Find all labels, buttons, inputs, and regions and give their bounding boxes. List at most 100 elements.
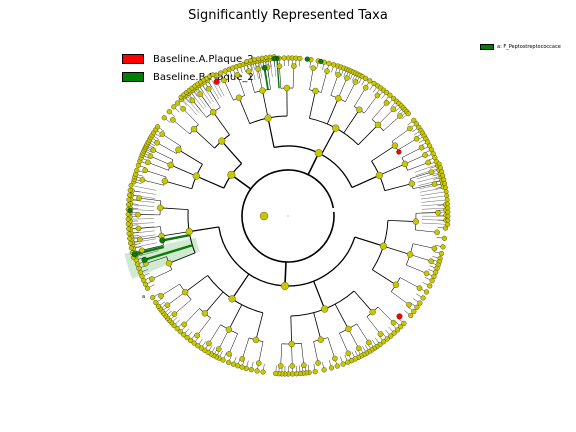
cladogram-branch xyxy=(139,235,162,240)
cladogram-node xyxy=(423,270,430,277)
cladogram-branch xyxy=(320,127,337,155)
cladogram-node xyxy=(344,75,350,81)
cladogram-branch xyxy=(276,58,280,89)
cladogram-branch xyxy=(420,195,447,200)
cladogram-node xyxy=(259,211,269,221)
cladogram-node xyxy=(433,269,439,275)
cladogram-node xyxy=(139,177,146,183)
cladogram-node xyxy=(142,167,148,174)
cladogram-branch xyxy=(406,264,427,274)
clade-label-a: a xyxy=(142,294,145,300)
cladogram-node xyxy=(239,356,246,362)
cladogram-node xyxy=(374,121,382,129)
cladogram-branch xyxy=(366,316,381,335)
cladogram-node xyxy=(210,108,217,116)
cladogram-node xyxy=(198,345,204,351)
cladogram-node xyxy=(181,321,188,328)
cladogram-branch xyxy=(178,149,203,165)
cladogram-node xyxy=(239,364,245,370)
cladogram-node xyxy=(345,359,351,365)
side-legend-label: a: F_Peptostreptococcace xyxy=(497,44,561,50)
cladogram-branch xyxy=(410,171,432,179)
cladogram-branch xyxy=(151,269,172,280)
cladogram-node xyxy=(145,159,151,166)
cladogram-node xyxy=(137,236,143,243)
cladogram-branch xyxy=(421,211,448,213)
cladogram-node xyxy=(431,181,438,187)
cladogram-branch xyxy=(307,152,320,176)
cladogram-branch xyxy=(223,80,234,101)
cladogram-node xyxy=(243,365,249,371)
cladogram-arc xyxy=(273,145,353,188)
cladogram-branch xyxy=(196,175,225,189)
cladogram-branch xyxy=(189,226,219,233)
cladogram-branch xyxy=(321,71,328,93)
cladogram-branch xyxy=(150,155,171,166)
cladogram-branch xyxy=(345,81,356,102)
cladogram-branch xyxy=(262,90,269,119)
cladogram-node xyxy=(135,225,142,232)
cladogram-node xyxy=(301,362,307,368)
cladogram-node xyxy=(314,149,323,158)
cladogram-node xyxy=(443,185,448,191)
cladogram-branch xyxy=(371,102,387,120)
cladogram-branch xyxy=(212,111,230,136)
cladogram-arc xyxy=(241,169,335,263)
cladogram-branch xyxy=(128,204,155,207)
cladogram-branch xyxy=(164,180,192,190)
cladogram-branch xyxy=(391,291,410,305)
cladogram-node xyxy=(126,226,131,232)
cladogram-node xyxy=(383,89,390,96)
cladogram-node xyxy=(379,242,387,250)
cladogram-node xyxy=(139,247,145,254)
cladogram-node xyxy=(251,57,257,62)
cladogram-node xyxy=(159,131,166,137)
cladogram-node xyxy=(166,109,172,115)
cladogram-node xyxy=(352,79,359,85)
cladogram-node xyxy=(413,121,419,127)
cladogram-branch xyxy=(204,291,224,314)
cladogram-node xyxy=(384,336,390,342)
cladogram-branch xyxy=(313,312,322,340)
cladogram-branch xyxy=(145,256,167,264)
cladogram-node xyxy=(271,56,277,62)
legend-swatch-green xyxy=(122,72,144,82)
cladogram-branch xyxy=(221,140,243,164)
cladogram-node xyxy=(226,359,232,365)
cladogram-node xyxy=(438,165,443,171)
cladogram-branch xyxy=(420,191,447,196)
cladogram-node xyxy=(128,245,134,251)
cladogram-branch xyxy=(412,183,435,189)
cladogram-node xyxy=(136,195,142,201)
cladogram-branch xyxy=(237,74,245,96)
cladogram-branch xyxy=(134,245,165,256)
cladogram-branch xyxy=(371,145,396,162)
cladogram-branch xyxy=(419,187,446,193)
cladogram-node xyxy=(407,125,413,132)
cladogram-node xyxy=(328,365,335,371)
cladogram-node xyxy=(248,58,253,63)
cladogram-branch xyxy=(145,170,167,178)
cladogram-branch xyxy=(162,133,181,147)
cladogram-node xyxy=(401,160,409,168)
cladogram-node xyxy=(365,339,372,346)
cladogram-node xyxy=(291,63,297,69)
cladogram-node xyxy=(445,213,451,219)
cladogram-node xyxy=(171,311,178,317)
cladogram-node xyxy=(321,367,327,373)
cladogram-node xyxy=(427,283,433,289)
cladogram-branch xyxy=(313,280,326,310)
cladogram-node xyxy=(259,87,266,94)
cladogram-branch xyxy=(128,222,155,225)
cladogram-node xyxy=(408,313,414,319)
cladogram-node xyxy=(312,87,319,95)
cladogram-node xyxy=(431,273,437,280)
cladogram-branch xyxy=(267,117,275,148)
figure-title: Significantly Represented Taxa xyxy=(188,8,388,23)
cladogram-branch xyxy=(231,273,250,300)
cladogram-node xyxy=(369,308,376,316)
cladogram-node xyxy=(131,251,138,258)
cladogram-node xyxy=(153,300,159,306)
cladogram-node xyxy=(177,329,183,335)
cladogram-node xyxy=(371,80,377,87)
